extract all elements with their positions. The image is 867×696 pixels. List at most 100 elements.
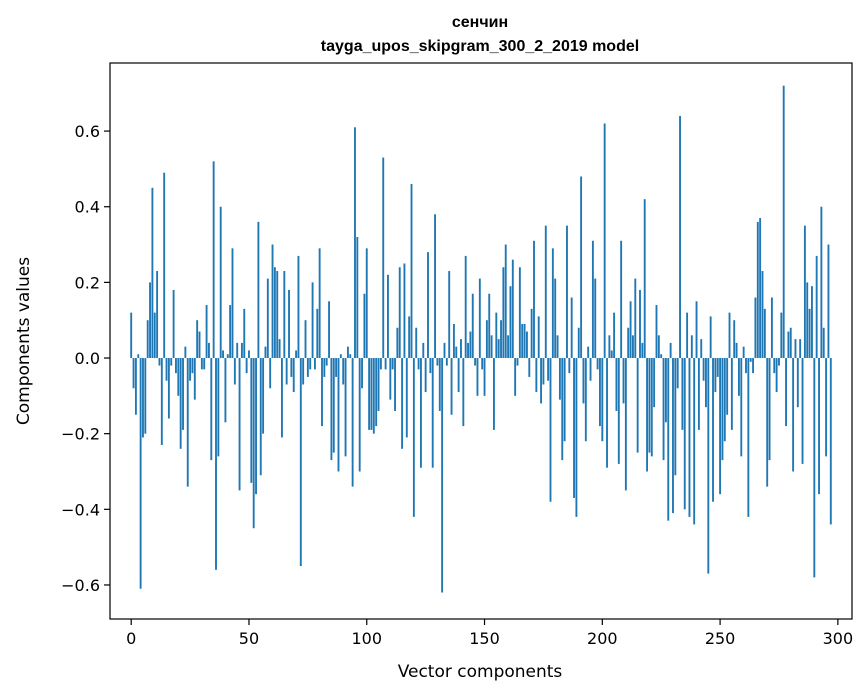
bar	[749, 358, 752, 362]
bar	[262, 358, 265, 434]
bar	[448, 271, 451, 359]
bar	[820, 206, 823, 359]
bar	[740, 358, 743, 457]
bar	[212, 161, 215, 359]
bar	[455, 346, 458, 359]
bar	[648, 358, 651, 453]
bar	[707, 358, 710, 574]
bar	[219, 206, 222, 359]
bar	[662, 358, 665, 461]
bar	[323, 358, 326, 377]
bar	[410, 184, 413, 359]
bar	[441, 358, 444, 593]
bar	[358, 358, 361, 472]
bar	[142, 358, 144, 438]
bar	[815, 255, 818, 359]
bar	[504, 244, 507, 359]
bar	[361, 358, 363, 389]
bar	[377, 358, 380, 411]
bar	[398, 267, 401, 359]
bar	[370, 358, 373, 430]
bar	[650, 358, 653, 457]
bar	[639, 289, 641, 359]
bar	[683, 358, 686, 510]
bar	[493, 358, 495, 430]
bar	[584, 358, 587, 442]
bar	[615, 358, 618, 411]
bar	[811, 286, 813, 359]
x-tick-label: 0	[126, 629, 136, 648]
bar	[573, 358, 575, 498]
y-axis-label: Components values	[14, 257, 34, 425]
bar	[511, 259, 514, 359]
bar	[669, 342, 672, 359]
bar	[700, 339, 703, 359]
bar	[379, 358, 382, 370]
bar	[243, 308, 246, 359]
bar	[196, 320, 199, 359]
bar	[514, 358, 517, 396]
bar	[525, 331, 528, 359]
bar	[735, 342, 738, 359]
bar	[269, 358, 272, 389]
bar	[299, 358, 302, 567]
bar	[509, 286, 512, 359]
bar	[686, 312, 689, 359]
bar	[205, 305, 208, 359]
bar	[792, 358, 795, 472]
bar	[389, 358, 392, 400]
bar	[285, 358, 288, 385]
bar	[537, 316, 540, 359]
bar	[606, 358, 608, 468]
bar	[337, 358, 340, 472]
bar	[405, 358, 408, 438]
bar	[778, 358, 780, 366]
bar	[768, 358, 771, 461]
bar	[144, 358, 147, 434]
bar	[382, 157, 385, 359]
bar	[825, 358, 828, 457]
bar	[544, 225, 547, 359]
bar	[233, 358, 236, 385]
bar	[290, 358, 293, 377]
bar	[681, 358, 684, 430]
bar	[657, 335, 660, 359]
bar	[198, 331, 201, 359]
bar	[375, 358, 378, 427]
bar	[721, 358, 724, 461]
x-tick-label: 50	[239, 629, 259, 648]
bar	[431, 358, 434, 468]
bar	[158, 358, 161, 366]
bar	[368, 358, 371, 430]
bar	[566, 225, 568, 359]
bar	[356, 236, 359, 359]
bar	[799, 339, 802, 359]
bar	[134, 358, 137, 415]
bar	[667, 358, 670, 521]
bar	[318, 248, 321, 359]
bar	[137, 354, 140, 359]
bar	[599, 358, 601, 427]
bar	[457, 358, 460, 393]
bar	[295, 350, 298, 359]
x-tick-label: 250	[705, 629, 736, 648]
bar	[278, 339, 281, 359]
bar	[594, 278, 597, 359]
bar	[297, 255, 300, 359]
bar	[627, 327, 630, 359]
bar	[481, 358, 484, 370]
bar	[723, 358, 726, 442]
bar	[250, 358, 253, 483]
bar	[335, 358, 338, 377]
bar	[697, 358, 700, 430]
bar	[745, 358, 747, 374]
bar	[542, 358, 545, 385]
bar	[610, 350, 613, 359]
bar	[372, 358, 375, 434]
bar	[224, 358, 227, 423]
bar	[500, 320, 502, 359]
bar	[302, 358, 305, 385]
bar	[165, 358, 168, 381]
bar	[485, 320, 488, 359]
